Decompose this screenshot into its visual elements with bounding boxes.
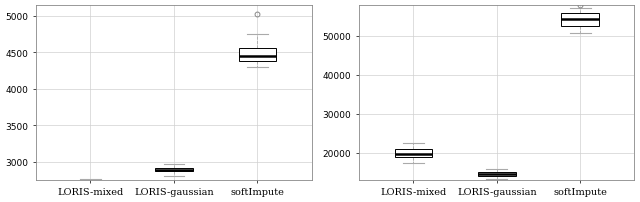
Bar: [478, 172, 516, 176]
Bar: [72, 181, 109, 182]
Bar: [239, 48, 276, 61]
Bar: [561, 14, 599, 27]
Bar: [394, 150, 432, 157]
Bar: [155, 168, 193, 171]
